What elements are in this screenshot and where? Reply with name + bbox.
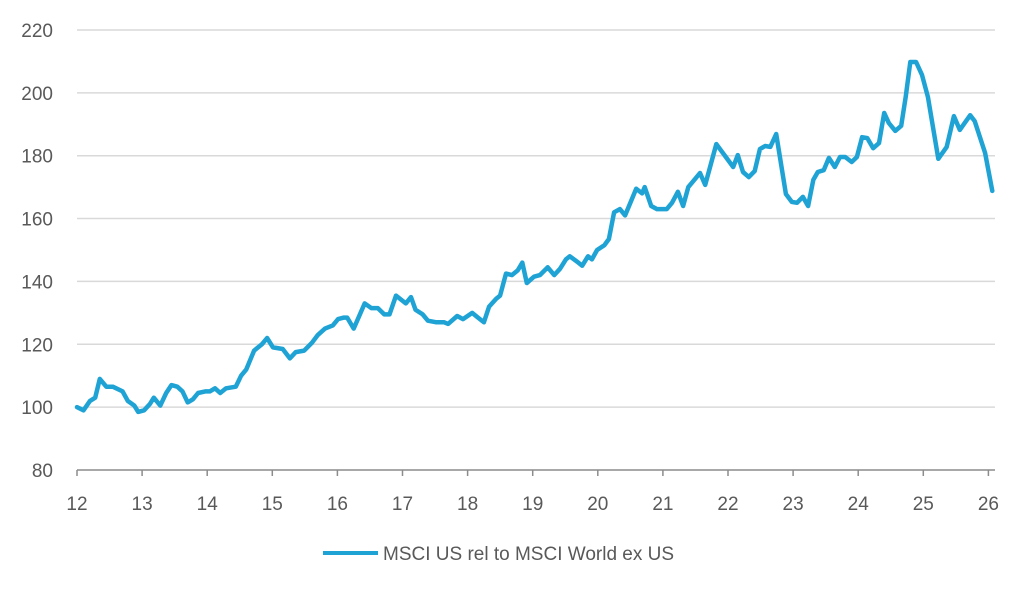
gridlines: [77, 30, 995, 407]
y-tick-label: 140: [21, 272, 53, 293]
x-tick-label: 24: [848, 494, 870, 515]
y-axis: 80 100 120 140 160 180 200 220: [21, 21, 53, 482]
x-axis: 12 13 14 15 16 17 18 19 20 21 22 23 24 25 26: [66, 470, 999, 515]
legend-label: MSCI US rel to MSCI World ex US: [383, 544, 674, 565]
y-tick-label: 100: [21, 398, 53, 419]
y-tick-label: 200: [21, 84, 53, 105]
x-tick-label: 20: [587, 494, 608, 515]
x-tick-label: 26: [978, 494, 999, 515]
x-tick-label: 21: [652, 494, 673, 515]
x-tick-label: 22: [717, 494, 738, 515]
y-tick-label: 120: [21, 335, 53, 356]
x-tick-label: 12: [66, 494, 87, 515]
y-tick-label: 220: [21, 21, 53, 42]
x-tick-label: 23: [783, 494, 804, 515]
x-tick-label: 14: [197, 494, 219, 515]
legend: MSCI US rel to MSCI World ex US: [323, 544, 674, 565]
x-tick-label: 25: [913, 494, 934, 515]
series-group: [77, 62, 993, 412]
x-tick-label: 18: [457, 494, 478, 515]
x-tick-label: 15: [262, 494, 283, 515]
x-tick-label: 19: [522, 494, 543, 515]
y-tick-label: 80: [32, 461, 53, 482]
y-tick-label: 160: [21, 210, 53, 231]
series-line: [77, 62, 992, 412]
x-tick-label: 13: [132, 494, 153, 515]
x-tick-label: 17: [392, 494, 413, 515]
y-tick-label: 180: [21, 147, 53, 168]
x-tick-label: 16: [327, 494, 348, 515]
